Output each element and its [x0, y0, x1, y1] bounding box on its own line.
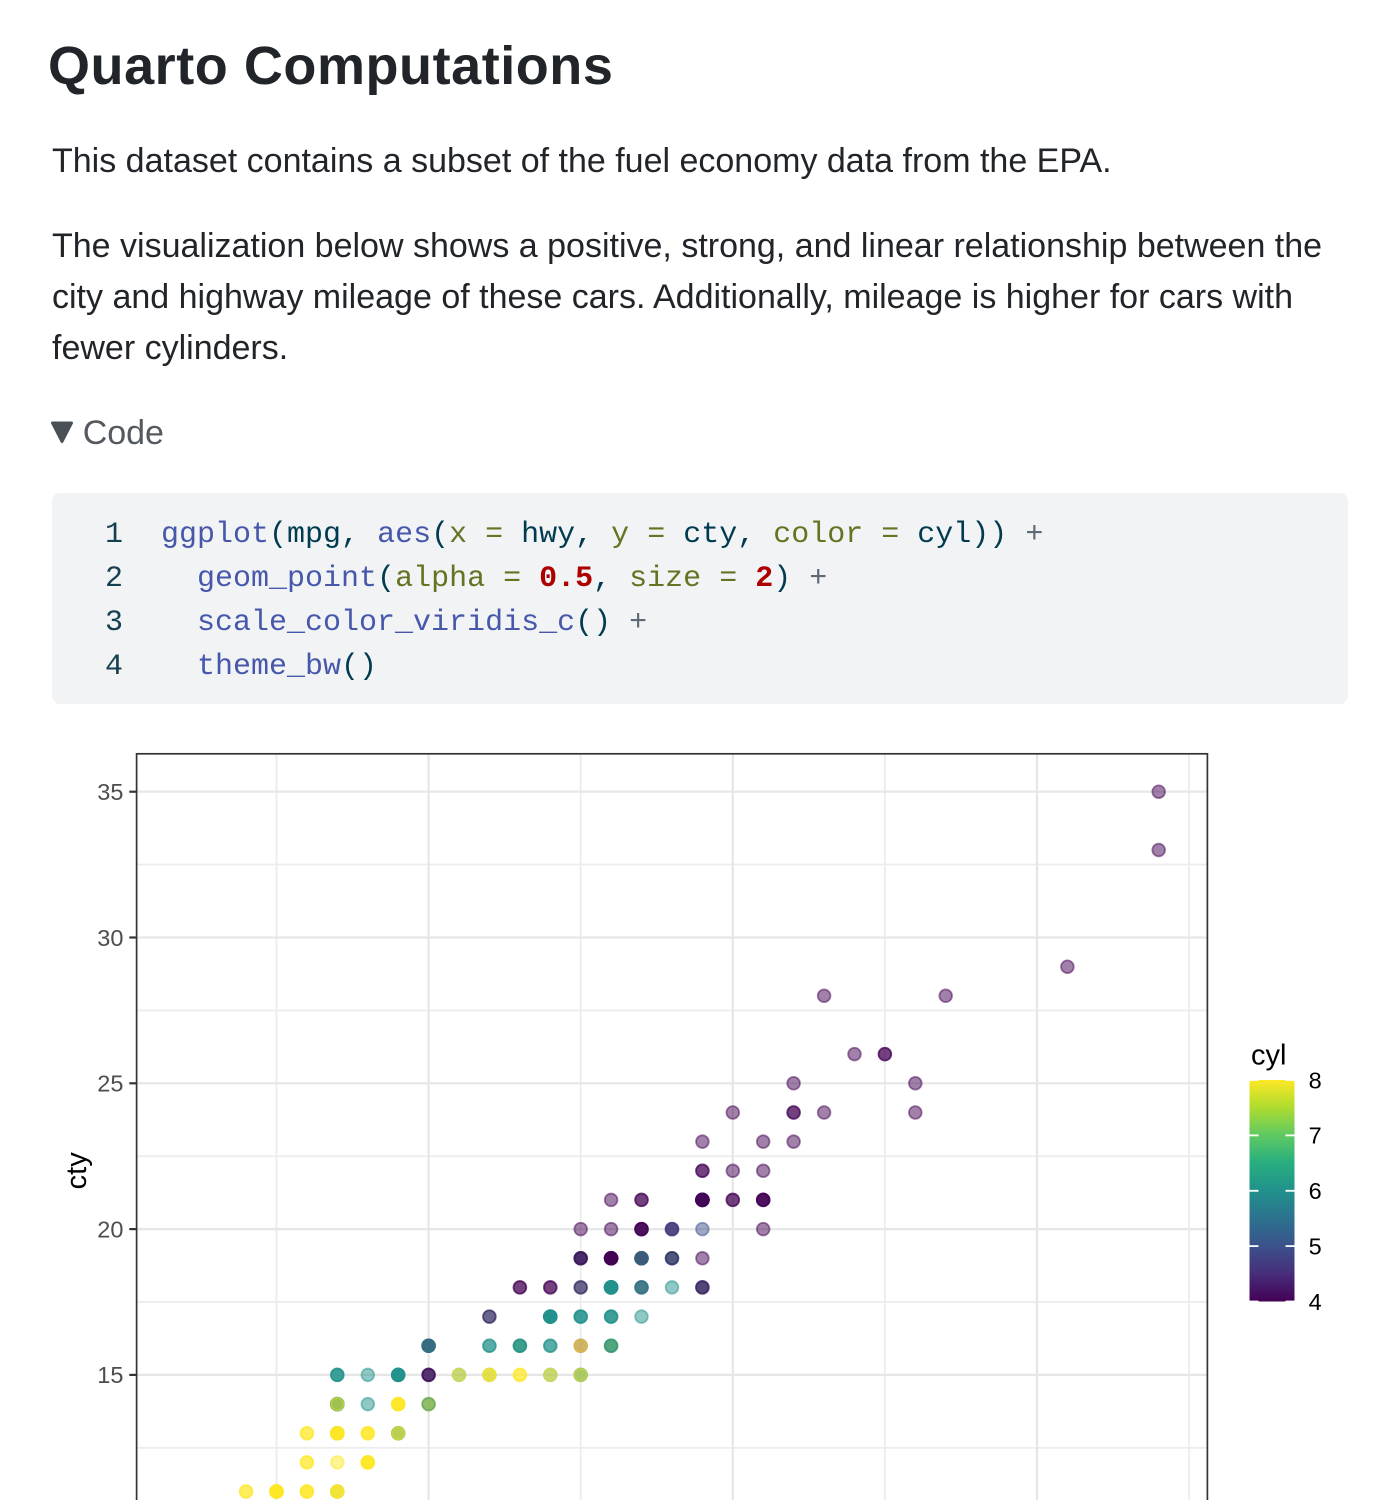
svg-text:8: 8 [1309, 1067, 1322, 1093]
svg-text:4: 4 [1309, 1289, 1322, 1315]
svg-text:cty: cty [61, 1152, 93, 1190]
svg-text:5: 5 [1309, 1233, 1322, 1259]
svg-text:35: 35 [97, 779, 123, 805]
svg-text:cyl: cyl [1251, 1039, 1286, 1071]
svg-text:30: 30 [97, 925, 123, 951]
svg-text:15: 15 [97, 1362, 123, 1388]
svg-text:20: 20 [97, 1216, 123, 1242]
svg-text:7: 7 [1309, 1123, 1322, 1149]
svg-text:25: 25 [97, 1071, 123, 1097]
svg-text:6: 6 [1309, 1178, 1322, 1204]
